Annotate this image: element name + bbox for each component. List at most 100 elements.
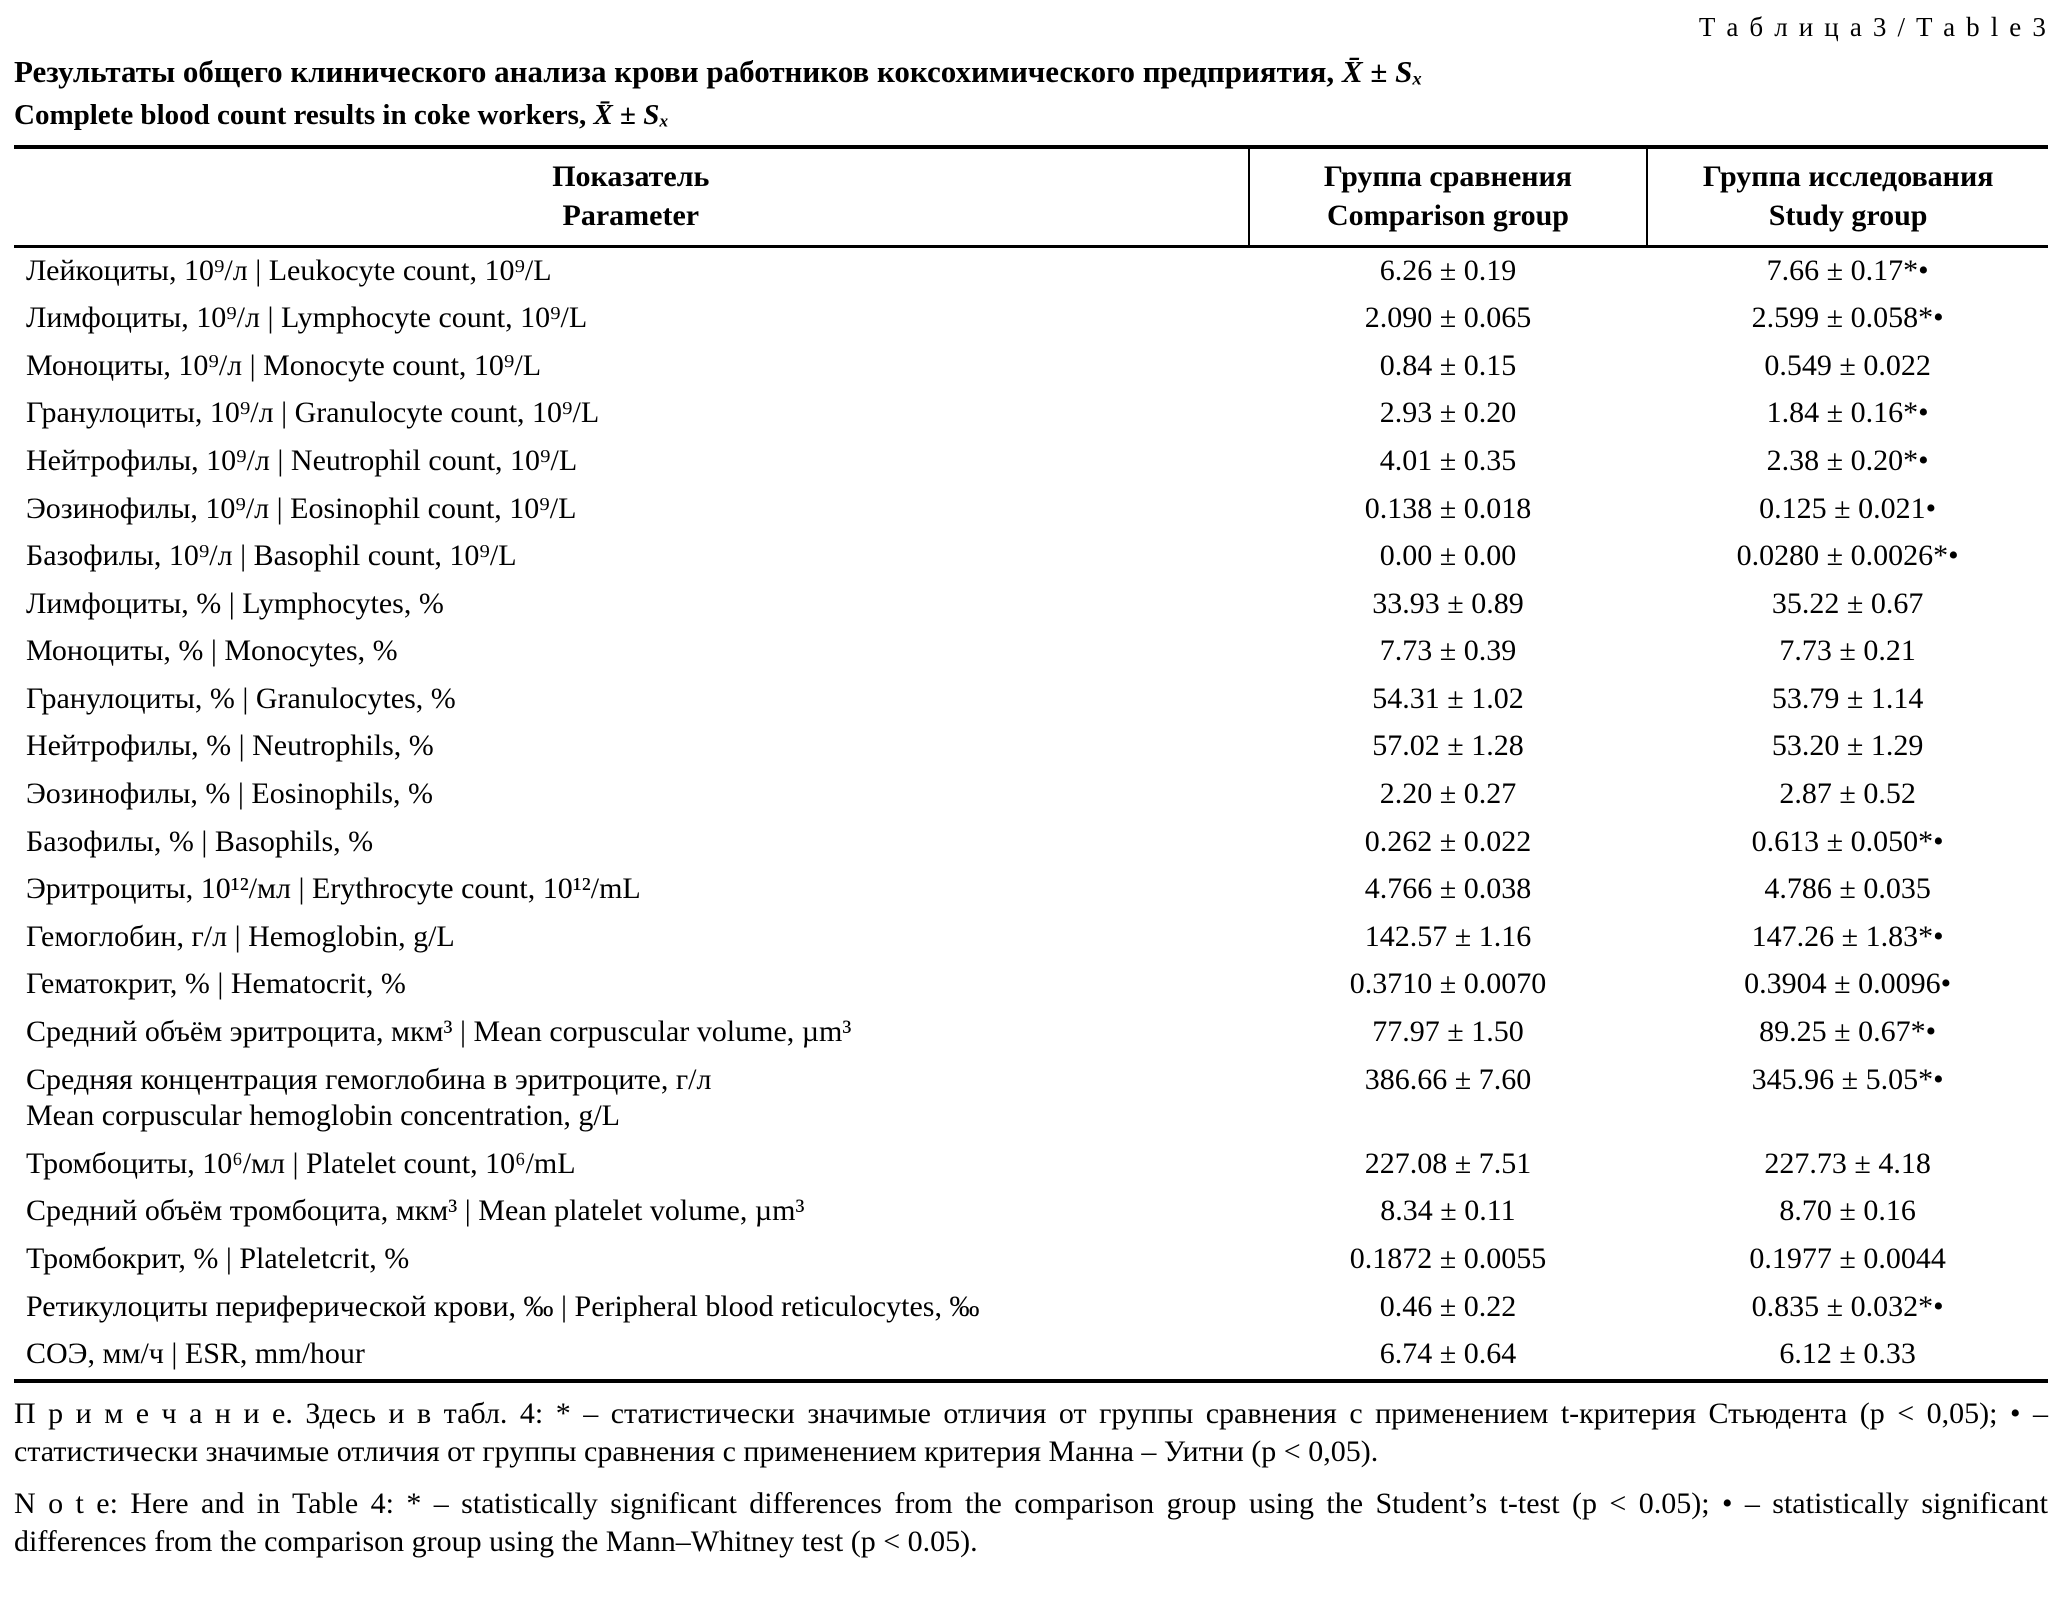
parameter-cell: Лейкоциты, 10⁹/л | Leukocyte count, 10⁹/… xyxy=(26,253,552,287)
note-english: N o t e: Here and in Table 4: * – statis… xyxy=(14,1486,2048,1559)
study-value-cell: 7.66 ± 0.17*• xyxy=(1766,253,1929,287)
parameter-cell: Эозинофилы, % | Eosinophils, % xyxy=(26,777,434,811)
table-row: Гранулоциты, 10⁹/л | Granulocyte count, … xyxy=(14,390,2048,438)
comparison-value-cell: 227.08 ± 7.51 xyxy=(1364,1146,1532,1180)
comparison-value-cell: 54.31 ± 1.02 xyxy=(1372,681,1524,715)
parameter-cell: Нейтрофилы, 10⁹/л | Neutrophil count, 10… xyxy=(26,443,578,477)
parameter-cell-second-line: Mean corpuscular hemoglobin concentratio… xyxy=(26,1099,620,1133)
study-value-cell: 0.125 ± 0.021• xyxy=(1759,491,1937,525)
comparison-value-cell: 7.73 ± 0.39 xyxy=(1379,634,1517,668)
study-value-cell: 4.786 ± 0.035 xyxy=(1764,872,1931,906)
title-formula: X̄ ± Sₓ xyxy=(1341,54,1423,89)
table-row: Эозинофилы, % | Eosinophils, % 2.20 ± 0.2… xyxy=(14,771,2048,819)
title-english-text: Complete blood count results in coke wor… xyxy=(14,98,587,131)
study-value-cell: 0.835 ± 0.032*• xyxy=(1751,1289,1944,1323)
comparison-value-cell: 2.090 ± 0.065 xyxy=(1364,301,1532,335)
comparison-value-cell: 0.00 ± 0.00 xyxy=(1379,539,1517,573)
table-row: Эритроциты, 10¹²/мл | Erythrocyte count,… xyxy=(14,866,2048,914)
study-value-cell: 0.549 ± 0.022 xyxy=(1764,348,1931,382)
comparison-value-cell: 6.26 ± 0.19 xyxy=(1379,253,1517,287)
table-row: Нейтрофилы, 10⁹/л | Neutrophil count, 10… xyxy=(14,438,2048,486)
study-value-cell: 2.599 ± 0.058*• xyxy=(1751,301,1944,335)
study-value-cell: 8.70 ± 0.16 xyxy=(1779,1194,1916,1228)
title-english: Complete blood count results in coke wor… xyxy=(14,98,2048,133)
comparison-value-cell: 2.93 ± 0.20 xyxy=(1379,396,1517,430)
table-header-row: Показатель Parameter Группа сравнения Co… xyxy=(14,146,2048,248)
parameter-column-header: Показатель Parameter xyxy=(14,146,1249,248)
comparison-header-ru: Группа сравнения xyxy=(1323,159,1573,193)
parameter-cell: Тромбоциты, 10⁶/мл | Platelet count, 10⁶… xyxy=(26,1146,576,1180)
study-value-cell: 2.87 ± 0.52 xyxy=(1779,777,1916,811)
study-value-cell: 0.0280 ± 0.0026*• xyxy=(1736,539,1959,573)
table-row: Гемоглобин, г/л | Hemoglobin, g/L 142.57 … xyxy=(14,914,2048,962)
parameter-cell: Гематокрит, % | Hematocrit, % xyxy=(26,967,406,1001)
table-row: Гематокрит, % | Hematocrit, % 0.3710 ± 0.… xyxy=(14,961,2048,1009)
comparison-value-cell: 0.84 ± 0.15 xyxy=(1379,348,1517,382)
comparison-value-cell: 33.93 ± 0.89 xyxy=(1372,586,1524,620)
table-row: Тромбокрит, % | Plateletcrit, % 0.1872 ± … xyxy=(14,1236,2048,1284)
comparison-value-cell: 0.262 ± 0.022 xyxy=(1364,824,1532,858)
table-row: Ретикулоциты периферической крови, ‰ | P… xyxy=(14,1284,2048,1332)
comparison-value-cell: 4.766 ± 0.038 xyxy=(1364,872,1532,906)
table-row: Средняя концентрация гемоглобина в эритр… xyxy=(14,1057,2048,1141)
table-row: Средний объём эритроцита, мкм³ | Mean co… xyxy=(14,1009,2048,1057)
parameter-cell: Средний объём тромбоцита, мкм³ | Mean pl… xyxy=(26,1194,805,1228)
parameter-cell: Гемоглобин, г/л | Hemoglobin, g/L xyxy=(26,919,455,953)
blood-count-table: Показатель Parameter Группа сравнения Co… xyxy=(14,144,2048,1383)
study-value-cell: 53.79 ± 1.14 xyxy=(1771,681,1924,715)
comparison-value-cell: 6.74 ± 0.64 xyxy=(1379,1337,1517,1371)
table-row: Средний объём тромбоцита, мкм³ | Mean pl… xyxy=(14,1188,2048,1236)
comparison-value-cell: 0.46 ± 0.22 xyxy=(1379,1289,1517,1323)
parameter-header-ru: Показатель xyxy=(552,159,710,193)
comparison-value-cell: 386.66 ± 7.60 xyxy=(1364,1062,1532,1096)
comparison-value-cell: 0.3710 ± 0.0070 xyxy=(1349,967,1547,1001)
parameter-cell: Моноциты, % | Monocytes, % xyxy=(26,634,398,668)
parameter-cell: Лимфоциты, 10⁹/л | Lymphocyte count, 10⁹… xyxy=(26,301,588,335)
comparison-value-cell: 57.02 ± 1.28 xyxy=(1372,729,1524,763)
table-row: СОЭ, мм/ч | ESR, mm/hour 6.74 ± 0.64 6.12 … xyxy=(14,1331,2048,1381)
parameter-cell: Ретикулоциты периферической крови, ‰ | P… xyxy=(26,1289,980,1323)
table-row: Эозинофилы, 10⁹/л | Eosinophil count, 10… xyxy=(14,486,2048,534)
table-row: Моноциты, 10⁹/л | Monocyte count, 10⁹/L 0… xyxy=(14,343,2048,391)
table-row: Гранулоциты, % | Granulocytes, % 54.31 ± … xyxy=(14,676,2048,724)
parameter-cell: Лимфоциты, % | Lymphocytes, % xyxy=(26,586,444,620)
parameter-cell: Базофилы, 10⁹/л | Basophil count, 10⁹/L xyxy=(26,539,517,573)
comparison-value-cell: 142.57 ± 1.16 xyxy=(1364,919,1532,953)
study-value-cell: 227.73 ± 4.18 xyxy=(1764,1146,1931,1180)
parameter-header-en: Parameter xyxy=(562,198,700,232)
study-value-cell: 1.84 ± 0.16*• xyxy=(1766,396,1929,430)
parameter-cell: Базофилы, % | Basophils, % xyxy=(26,824,374,858)
parameter-cell: Тромбокрит, % | Plateletcrit, % xyxy=(26,1242,410,1276)
table-row: Лимфоциты, % | Lymphocytes, % 33.93 ± 0.8… xyxy=(14,581,2048,629)
study-header-ru: Группа исследования xyxy=(1702,159,1994,193)
parameter-cell: Моноциты, 10⁹/л | Monocyte count, 10⁹/L xyxy=(26,348,542,382)
study-value-cell: 0.1977 ± 0.0044 xyxy=(1749,1242,1946,1276)
table-row: Нейтрофилы, % | Neutrophils, % 57.02 ± 1.… xyxy=(14,723,2048,771)
parameter-cell: Средняя концентрация гемоглобина в эритр… xyxy=(14,1057,1249,1141)
study-value-cell: 147.26 ± 1.83*• xyxy=(1751,919,1944,953)
comparison-value-cell: 2.20 ± 0.27 xyxy=(1379,777,1517,811)
subtitle-formula: X̄ ± Sₓ xyxy=(593,98,670,131)
comparison-value-cell: 0.1872 ± 0.0055 xyxy=(1349,1242,1547,1276)
note-russian: П р и м е ч а н и е. Здесь и в табл. 4: … xyxy=(14,1396,2048,1468)
study-value-cell: 53.20 ± 1.29 xyxy=(1771,729,1924,763)
comparison-value-cell: 8.34 ± 0.11 xyxy=(1380,1194,1516,1228)
title-russian-text: Результаты общего клинического анализа к… xyxy=(14,54,1335,89)
table-row: Лимфоциты, 10⁹/л | Lymphocyte count, 10⁹… xyxy=(14,295,2048,343)
study-value-cell: 7.73 ± 0.21 xyxy=(1779,634,1916,668)
study-value-cell: 345.96 ± 5.05*• xyxy=(1751,1062,1944,1096)
study-value-cell: 35.22 ± 0.67 xyxy=(1771,586,1924,620)
table-row: Базофилы, 10⁹/л | Basophil count, 10⁹/L 0… xyxy=(14,533,2048,581)
comparison-group-header: Группа сравнения Comparison group xyxy=(1247,146,1648,248)
study-value-cell: 89.25 ± 0.67*• xyxy=(1759,1015,1937,1049)
comparison-value-cell: 77.97 ± 1.50 xyxy=(1372,1015,1524,1049)
table-row: Лейкоциты, 10⁹/л | Leukocyte count, 10⁹/… xyxy=(14,246,2048,295)
table-body: Лейкоциты, 10⁹/л | Leukocyte count, 10⁹/… xyxy=(14,246,2048,1381)
table-label: Т а б л и ц а 3 / T a b l e 3 xyxy=(1698,12,2048,42)
table-row: Тромбоциты, 10⁶/мл | Platelet count, 10⁶… xyxy=(14,1141,2048,1189)
study-value-cell: 0.3904 ± 0.0096• xyxy=(1744,967,1952,1001)
study-header-en: Study group xyxy=(1768,198,1928,232)
comparison-value-cell: 4.01 ± 0.35 xyxy=(1379,443,1517,477)
parameter-cell: Гранулоциты, % | Granulocytes, % xyxy=(26,681,456,715)
